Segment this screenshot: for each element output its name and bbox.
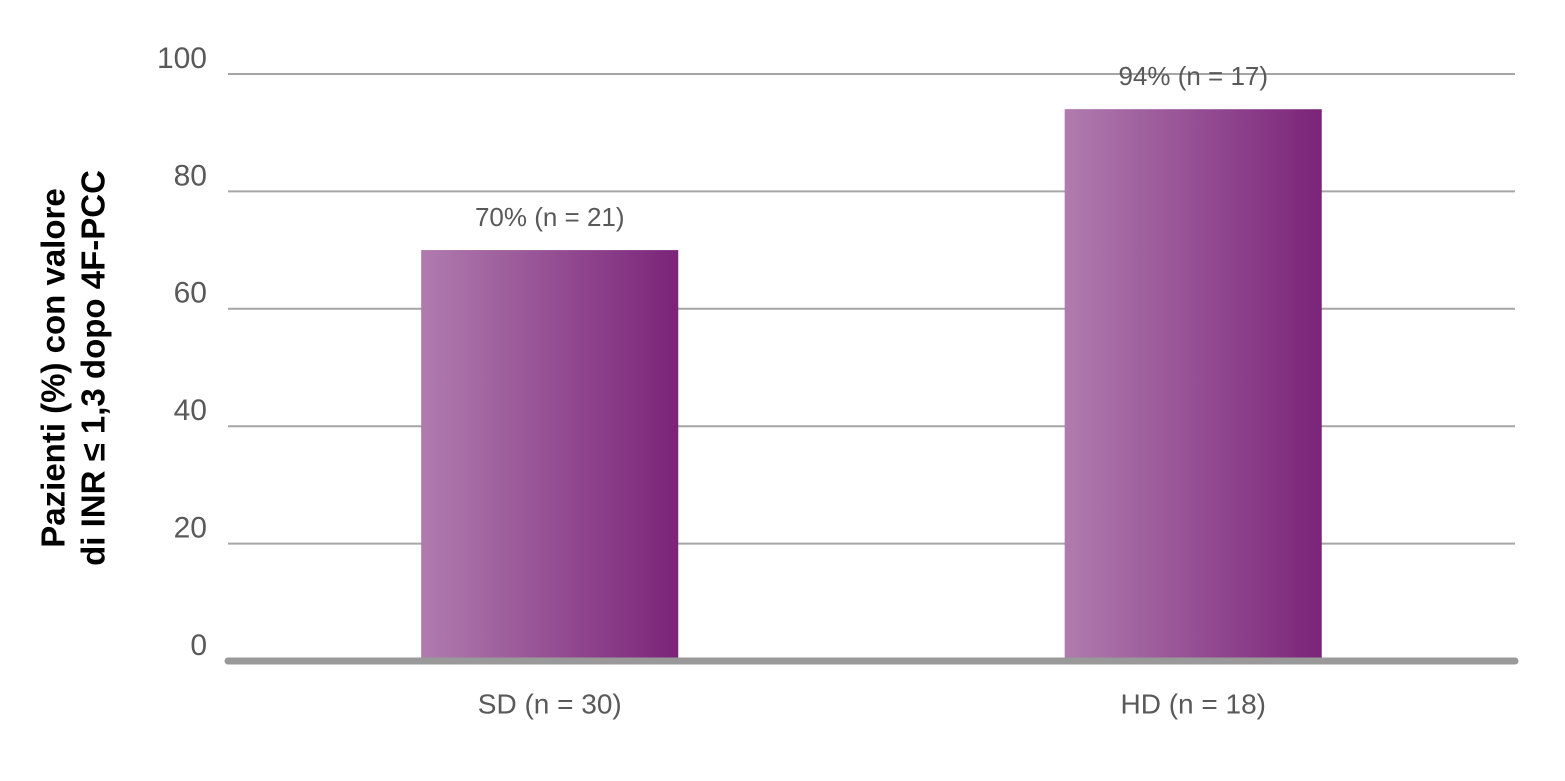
x-tick-label: HD (n = 18) [1121,688,1267,719]
x-tick-label: SD (n = 30) [478,688,622,719]
data-label: 94% (n = 17) [1118,61,1268,91]
y-axis-title: Pazienti (%) con valore di INR ≤ 1,3 dop… [35,170,112,566]
bar-shade [421,250,679,661]
bar-shade [1064,109,1322,662]
y-tick-label: 80 [174,159,207,192]
y-tick-label: 40 [174,394,207,427]
y-tick-label: 60 [174,277,207,310]
data-label: 70% (n = 21) [475,202,625,232]
y-tick-label: 20 [174,512,207,545]
y-axis-title-line: Pazienti (%) con valore [35,188,72,547]
y-tick-label: 100 [157,42,207,75]
y-axis-title-line: di INR ≤ 1,3 dopo 4F-PCC [75,170,112,566]
y-tick-label: 0 [190,629,207,662]
